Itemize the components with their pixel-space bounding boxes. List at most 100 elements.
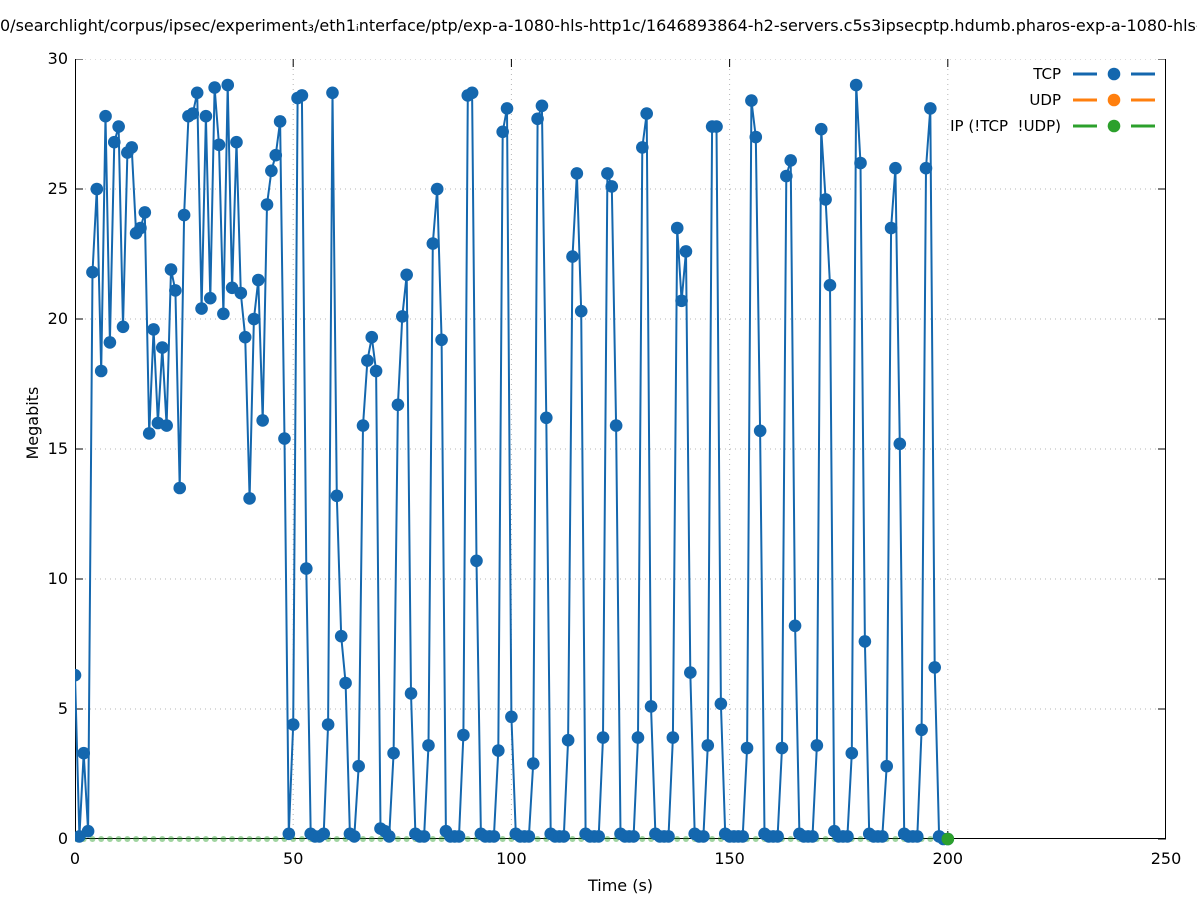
tcp-point — [823, 278, 837, 292]
ip-point — [394, 836, 401, 842]
tcp-point — [295, 89, 309, 102]
legend-sample-icon — [1073, 93, 1155, 106]
tcp-point — [662, 830, 675, 843]
tcp-point — [387, 746, 400, 760]
ip-point — [822, 836, 829, 842]
tcp-point — [679, 245, 693, 258]
tcp-point — [396, 310, 409, 323]
tcp-point — [605, 180, 619, 193]
tcp-point — [640, 107, 653, 120]
tcp-point — [116, 320, 130, 334]
tcp-point — [269, 148, 283, 162]
tcp-point — [81, 824, 95, 838]
y-tick-label: 30 — [47, 49, 68, 68]
ip-point — [98, 836, 105, 842]
tcp-point — [400, 268, 413, 282]
tcp-point — [208, 81, 221, 94]
ip-point — [674, 836, 681, 842]
ip-point — [255, 836, 262, 842]
tcp-point — [745, 94, 758, 107]
legend: TCP UDP IP (!TCP !UDP) — [950, 63, 1157, 136]
tcp-point — [522, 830, 536, 843]
plot-svg — [75, 59, 1166, 846]
tcp-point — [347, 830, 361, 843]
ip-point — [272, 836, 279, 842]
tcp-point — [631, 731, 645, 744]
tcp-point — [221, 78, 235, 92]
tcp-point — [526, 757, 540, 770]
ip-point — [298, 836, 305, 842]
tcp-point — [112, 120, 125, 133]
tcp-point — [819, 193, 832, 206]
tcp-point — [256, 414, 269, 427]
tcp-point — [714, 697, 728, 711]
tcp-point — [880, 759, 894, 773]
tcp-point — [155, 341, 169, 354]
legend-entry: UDP — [950, 89, 1157, 110]
tcp-point — [435, 333, 448, 347]
tcp-point — [749, 130, 763, 144]
tcp-point — [334, 629, 348, 643]
tcp-series-line — [75, 84, 948, 840]
tcp-point — [452, 830, 466, 843]
ip-point — [360, 836, 367, 842]
ip-point — [194, 836, 201, 842]
tcp-point — [352, 759, 365, 773]
tcp-point — [500, 102, 514, 115]
tcp-point — [369, 364, 383, 378]
chart-title: 0/searchlight/corpus/ipsec/experiment₃/e… — [0, 16, 1197, 35]
tcp-point — [75, 668, 82, 682]
ip-point — [368, 836, 375, 842]
tcp-point — [247, 312, 261, 326]
tcp-point — [457, 728, 470, 742]
tcp-point — [810, 739, 824, 752]
ip-point — [176, 836, 183, 842]
tcp-point — [99, 109, 112, 123]
tcp-point — [286, 718, 300, 731]
tcp-point — [177, 208, 191, 222]
tcp-point — [540, 411, 553, 425]
tcp-point — [919, 161, 933, 175]
tcp-point — [666, 731, 680, 744]
tcp-point — [675, 294, 688, 308]
ip-point — [246, 836, 253, 842]
tcp-point — [330, 489, 344, 503]
tcp-point — [169, 284, 182, 297]
tcp-point — [356, 419, 370, 432]
tcp-point — [701, 739, 715, 752]
tcp-point — [404, 687, 418, 700]
tcp-point — [854, 156, 867, 170]
ip-point — [709, 836, 716, 842]
tcp-point — [234, 286, 248, 300]
ip-point — [229, 836, 236, 842]
tcp-point — [841, 830, 854, 843]
tcp-point — [321, 718, 335, 731]
tcp-point — [217, 307, 230, 321]
tcp-point — [142, 427, 156, 440]
tcp-point — [670, 221, 684, 235]
tcp-point — [710, 120, 723, 133]
tcp-point — [160, 419, 173, 432]
tcp-point — [203, 291, 217, 305]
ip-point — [464, 836, 471, 842]
legend-label: IP (!TCP !UDP) — [950, 116, 1061, 135]
tcp-point — [273, 115, 287, 128]
tcp-point — [684, 666, 697, 679]
tcp-point — [90, 182, 104, 196]
tcp-point — [771, 830, 784, 843]
ip-point — [403, 836, 410, 842]
tcp-point — [391, 398, 405, 412]
tcp-point — [103, 336, 117, 349]
tcp-point — [361, 354, 374, 367]
tcp-point — [282, 827, 296, 841]
tcp-point — [775, 741, 789, 755]
tcp-point — [251, 273, 265, 287]
y-tick-label: 25 — [47, 179, 68, 198]
tcp-point — [487, 830, 501, 843]
legend-label: UDP — [1029, 90, 1061, 109]
tcp-point — [365, 330, 379, 344]
ip-point — [264, 836, 271, 842]
tcp-point — [592, 830, 605, 843]
ip-point — [333, 836, 340, 842]
